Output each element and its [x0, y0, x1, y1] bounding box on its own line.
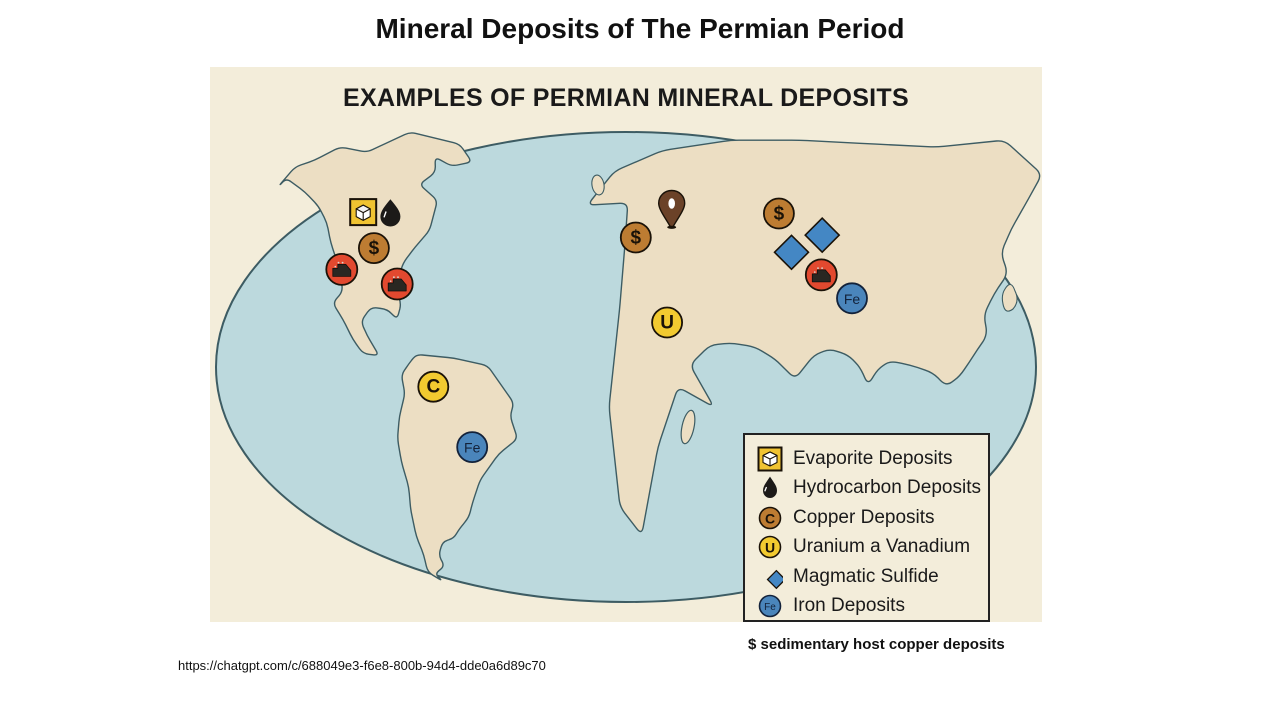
svg-text:C: C	[765, 511, 775, 527]
svg-text:U: U	[765, 540, 775, 556]
svg-text:Fe: Fe	[764, 602, 776, 613]
